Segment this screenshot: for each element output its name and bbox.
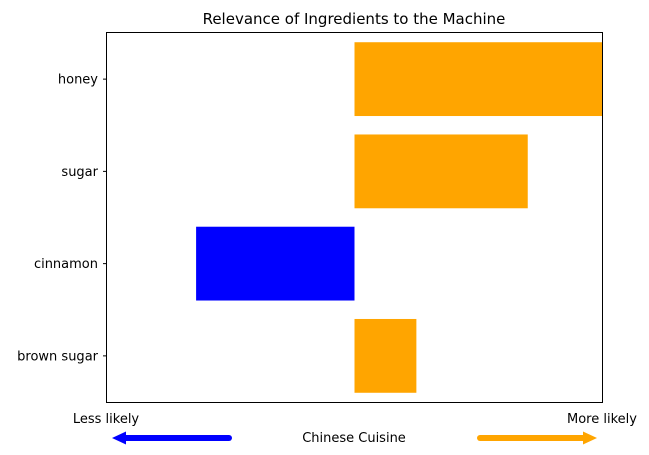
y-tick-label: sugar [61,165,98,180]
plot-frame [106,32,603,403]
bar-cinnamon [196,226,355,301]
y-tick-label: cinnamon [34,257,98,272]
bar-honey [354,42,602,117]
y-tick-label: honey [58,73,98,88]
bar-brown-sugar [354,318,417,393]
bar-sugar [354,134,528,209]
right-arrow [477,431,597,445]
left-arrow [112,431,232,445]
y-tick-label: brown sugar [17,349,98,364]
x-axis-label: Chinese Cuisine [302,431,406,446]
chart-title: Relevance of Ingredients to the Machine [203,10,506,28]
x-left-end-label: Less likely [73,412,140,427]
bars-layer [196,42,602,393]
x-right-end-label: More likely [567,412,637,427]
y-ticks-layer: honey sugar cinnamon brown sugar [17,73,107,364]
